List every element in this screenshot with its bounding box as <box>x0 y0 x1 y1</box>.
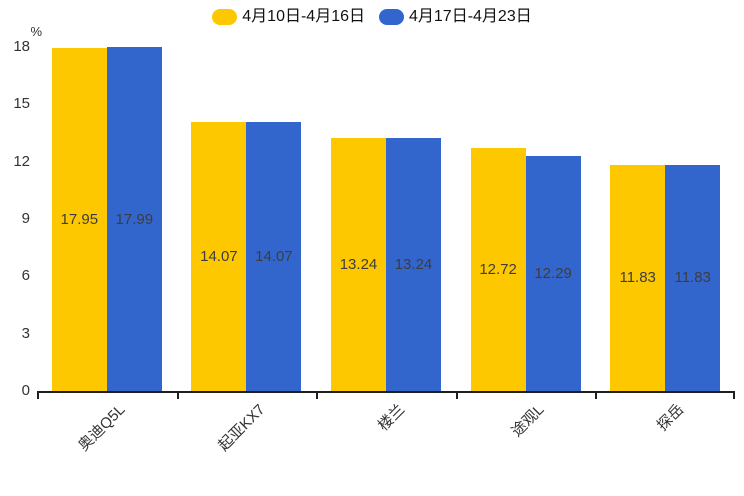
bar-value-label: 12.72 <box>479 260 517 278</box>
bar-value-label: 17.99 <box>115 210 154 228</box>
legend: 4月10日-4月16日 4月17日-4月23日 <box>0 6 744 28</box>
bar-value-label: 13.24 <box>394 255 433 273</box>
y-axis-unit-label: % <box>30 24 42 39</box>
bar-s1-c4: 11.83 <box>665 164 721 391</box>
bar-value-label: 11.83 <box>619 269 656 287</box>
y-axis-label: 9 <box>21 210 30 227</box>
y-axis-label: 0 <box>21 382 30 399</box>
legend-item-label: 4月17日-4月23日 <box>409 8 532 25</box>
bar-value-label: 17.95 <box>60 210 99 228</box>
legend-item-label: 4月10日-4月16日 <box>242 8 365 25</box>
bar-value-label: 11.83 <box>674 269 711 287</box>
bar-value-label: 13.24 <box>339 255 378 273</box>
legend-item-0[interactable]: 4月10日-4月16日 <box>212 6 365 28</box>
y-axis-label: 6 <box>21 267 30 285</box>
bar-value-label: 14.07 <box>200 248 238 266</box>
bar-s1-c1: 14.07 <box>246 122 302 391</box>
bar-value-label: 12.29 <box>534 265 572 283</box>
x-axis-tick <box>733 393 735 399</box>
bar-s1-c3: 12.29 <box>525 156 581 391</box>
x-axis-tick <box>37 393 39 399</box>
x-axis-label: 探岳 <box>654 401 688 435</box>
y-axis-label: 3 <box>21 324 30 342</box>
x-axis-label: 楼兰 <box>374 401 409 435</box>
x-axis-label: 奥迪Q5L <box>75 401 129 455</box>
bar-s0-c1: 14.07 <box>191 122 247 391</box>
x-axis-line <box>37 391 735 393</box>
legend-swatch <box>379 9 404 25</box>
bar-value-label: 14.07 <box>255 248 293 266</box>
bar-s0-c0: 17.95 <box>51 47 107 391</box>
y-axis-label: 18 <box>13 38 30 55</box>
bar-s0-c3: 12.72 <box>470 147 526 391</box>
x-axis-label: 途观L <box>508 401 548 441</box>
x-axis-tick <box>455 393 458 399</box>
bar-s1-c0: 17.99 <box>106 47 162 391</box>
legend-item-1[interactable]: 4月17日-4月23日 <box>379 6 532 28</box>
legend-swatch <box>212 9 238 25</box>
x-axis-tick <box>595 393 598 399</box>
x-axis-tick <box>316 393 319 399</box>
bar-s0-c4: 11.83 <box>610 164 666 391</box>
bar-s1-c2: 13.24 <box>386 137 441 391</box>
bar-s0-c2: 13.24 <box>331 137 386 391</box>
x-axis-tick <box>176 393 179 399</box>
y-axis-label: 15 <box>13 95 30 113</box>
y-axis-label: 12 <box>13 152 30 170</box>
x-axis-label: 起亚KX7 <box>215 401 269 455</box>
